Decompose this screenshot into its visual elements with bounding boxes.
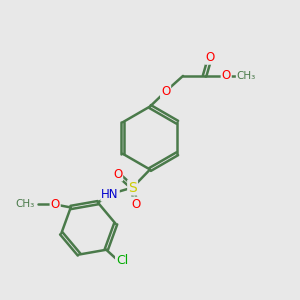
Text: S: S [128,181,137,194]
Text: CH₃: CH₃ [237,71,256,81]
Text: HN: HN [101,188,119,201]
Text: O: O [113,167,122,181]
Text: O: O [161,85,170,98]
Text: CH₃: CH₃ [16,200,35,209]
Text: O: O [131,197,140,211]
Text: O: O [222,69,231,82]
Text: O: O [206,51,214,64]
Text: Cl: Cl [116,254,128,267]
Text: O: O [50,198,60,211]
